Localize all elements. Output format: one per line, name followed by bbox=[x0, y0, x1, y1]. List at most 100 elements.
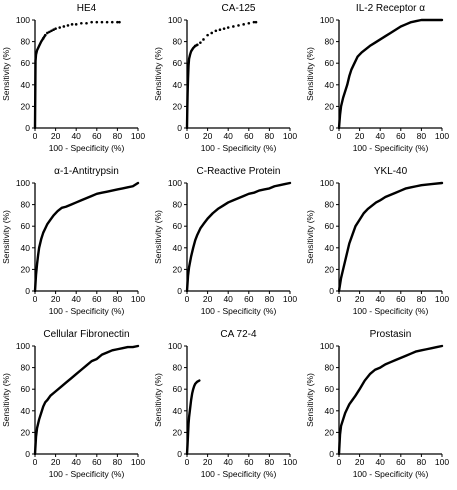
y-tick-label: 20 bbox=[173, 101, 183, 111]
y-tick-label: 20 bbox=[325, 101, 335, 111]
y-tick-label: 100 bbox=[16, 178, 30, 188]
roc-point bbox=[44, 33, 47, 37]
y-tick-label: 80 bbox=[21, 37, 31, 47]
roc-panel: HE4 0 20 40 60 80 100 0 20 40 60 80 100 100 - Specifi… bbox=[0, 0, 152, 163]
y-tick-label: 40 bbox=[325, 406, 335, 416]
roc-point bbox=[247, 21, 251, 25]
roc-point bbox=[214, 29, 218, 33]
x-tick-label: 80 bbox=[113, 294, 123, 304]
roc-chart: Cellular Fibronectin 0 20 40 60 80 100 0 20 40 60 8… bbox=[1, 329, 145, 479]
y-tick-label: 60 bbox=[21, 384, 31, 394]
y-tick-label: 0 bbox=[177, 449, 182, 459]
y-tick-label: 20 bbox=[325, 427, 335, 437]
roc-point bbox=[70, 23, 74, 26]
x-axis-label: 100 - Specificity (%) bbox=[201, 306, 277, 316]
roc-panel: Cellular Fibronectin 0 20 40 60 80 100 0 20 40 60 8… bbox=[0, 326, 152, 489]
x-axis-label: 100 - Specificity (%) bbox=[49, 469, 125, 479]
roc-point bbox=[54, 27, 57, 30]
roc-point bbox=[254, 20, 258, 24]
x-tick-label: 40 bbox=[71, 131, 81, 141]
x-axis-label: 100 - Specificity (%) bbox=[49, 306, 125, 316]
roc-chart: CA-125 0 20 40 60 80 100 0 20 40 60 80 100 100 - Spec… bbox=[153, 3, 297, 153]
y-tick-label: 100 bbox=[16, 15, 30, 25]
x-axis-label: 100 - Specificity (%) bbox=[353, 306, 429, 316]
roc-curve bbox=[33, 33, 47, 130]
x-tick-label: 0 bbox=[185, 131, 190, 141]
x-tick-label: 20 bbox=[51, 131, 61, 141]
roc-point bbox=[196, 43, 199, 47]
x-tick-label: 60 bbox=[92, 457, 102, 467]
roc-panel: α-1-Antitrypsin 0 20 40 60 80 100 0 20 40 60 80 100 1… bbox=[0, 163, 152, 326]
roc-curve bbox=[185, 181, 292, 293]
roc-point bbox=[237, 24, 240, 27]
x-axis-label: 100 - Specificity (%) bbox=[353, 143, 429, 153]
roc-point bbox=[50, 29, 53, 33]
y-tick-label: 80 bbox=[21, 363, 31, 373]
x-tick-label: 80 bbox=[113, 457, 123, 467]
roc-panel: CA 72-4 0 20 40 60 80 100 0 20 40 60 80 100 100 - Spe… bbox=[152, 326, 304, 489]
x-tick-label: 0 bbox=[33, 131, 38, 141]
roc-point bbox=[118, 20, 121, 24]
roc-curve bbox=[185, 379, 201, 456]
y-axis-label: Sensitivity (%) bbox=[153, 210, 163, 264]
x-tick-label: 40 bbox=[71, 294, 81, 304]
x-tick-label: 100 bbox=[131, 131, 145, 141]
y-tick-label: 100 bbox=[320, 15, 334, 25]
y-axis-label: Sensitivity (%) bbox=[153, 47, 163, 101]
y-tick-label: 60 bbox=[173, 221, 183, 231]
y-tick-label: 60 bbox=[21, 58, 31, 68]
y-tick-label: 60 bbox=[173, 384, 183, 394]
x-tick-label: 40 bbox=[71, 457, 81, 467]
x-tick-label: 60 bbox=[396, 457, 406, 467]
y-axis-label: Sensitivity (%) bbox=[305, 47, 315, 101]
x-tick-label: 100 bbox=[435, 457, 449, 467]
y-tick-label: 20 bbox=[173, 427, 183, 437]
roc-point bbox=[210, 31, 214, 35]
x-tick-label: 0 bbox=[337, 294, 342, 304]
x-tick-label: 60 bbox=[244, 294, 254, 304]
roc-panel: C-Reactive Protein 0 20 40 60 80 100 0 20 40 60 80 1… bbox=[152, 163, 304, 326]
roc-chart: Prostasin 0 20 40 60 80 100 0 20 40 60 80 100 100 - S… bbox=[305, 329, 449, 479]
y-tick-label: 40 bbox=[21, 406, 31, 416]
y-tick-label: 80 bbox=[325, 37, 335, 47]
y-tick-label: 0 bbox=[329, 123, 334, 133]
y-tick-label: 80 bbox=[173, 37, 183, 47]
y-tick-label: 0 bbox=[329, 449, 334, 459]
x-tick-label: 40 bbox=[375, 457, 385, 467]
x-tick-label: 0 bbox=[33, 457, 38, 467]
chart-title: IL-2 Receptor α bbox=[356, 3, 425, 14]
y-axis-label: Sensitivity (%) bbox=[153, 373, 163, 427]
x-tick-label: 60 bbox=[92, 131, 102, 141]
y-tick-label: 80 bbox=[325, 363, 335, 373]
y-axis-label: Sensitivity (%) bbox=[1, 47, 11, 101]
y-tick-label: 40 bbox=[173, 80, 183, 90]
y-tick-label: 100 bbox=[16, 341, 30, 351]
roc-point bbox=[62, 25, 66, 28]
roc-point bbox=[199, 41, 202, 44]
x-tick-label: 0 bbox=[185, 294, 190, 304]
y-tick-label: 60 bbox=[325, 58, 335, 68]
x-tick-label: 100 bbox=[131, 294, 145, 304]
x-tick-label: 0 bbox=[33, 294, 38, 304]
roc-point bbox=[226, 26, 230, 29]
x-tick-label: 80 bbox=[265, 131, 275, 141]
roc-point bbox=[90, 20, 93, 24]
roc-point bbox=[100, 20, 104, 24]
roc-curve bbox=[337, 18, 444, 130]
x-tick-label: 60 bbox=[92, 294, 102, 304]
roc-point bbox=[218, 28, 222, 32]
roc-point bbox=[41, 37, 45, 40]
roc-chart: C-Reactive Protein 0 20 40 60 80 100 0 20 40 60 80 1… bbox=[153, 166, 297, 316]
x-tick-label: 100 bbox=[435, 294, 449, 304]
roc-point bbox=[95, 20, 99, 24]
roc-point bbox=[232, 25, 235, 28]
roc-point bbox=[116, 20, 119, 24]
y-tick-label: 20 bbox=[21, 264, 31, 274]
x-tick-label: 20 bbox=[203, 131, 213, 141]
y-tick-label: 40 bbox=[325, 243, 335, 253]
x-tick-label: 80 bbox=[265, 457, 275, 467]
roc-point bbox=[193, 44, 197, 48]
y-tick-label: 100 bbox=[168, 341, 182, 351]
y-tick-label: 60 bbox=[21, 221, 31, 231]
x-tick-label: 0 bbox=[337, 131, 342, 141]
